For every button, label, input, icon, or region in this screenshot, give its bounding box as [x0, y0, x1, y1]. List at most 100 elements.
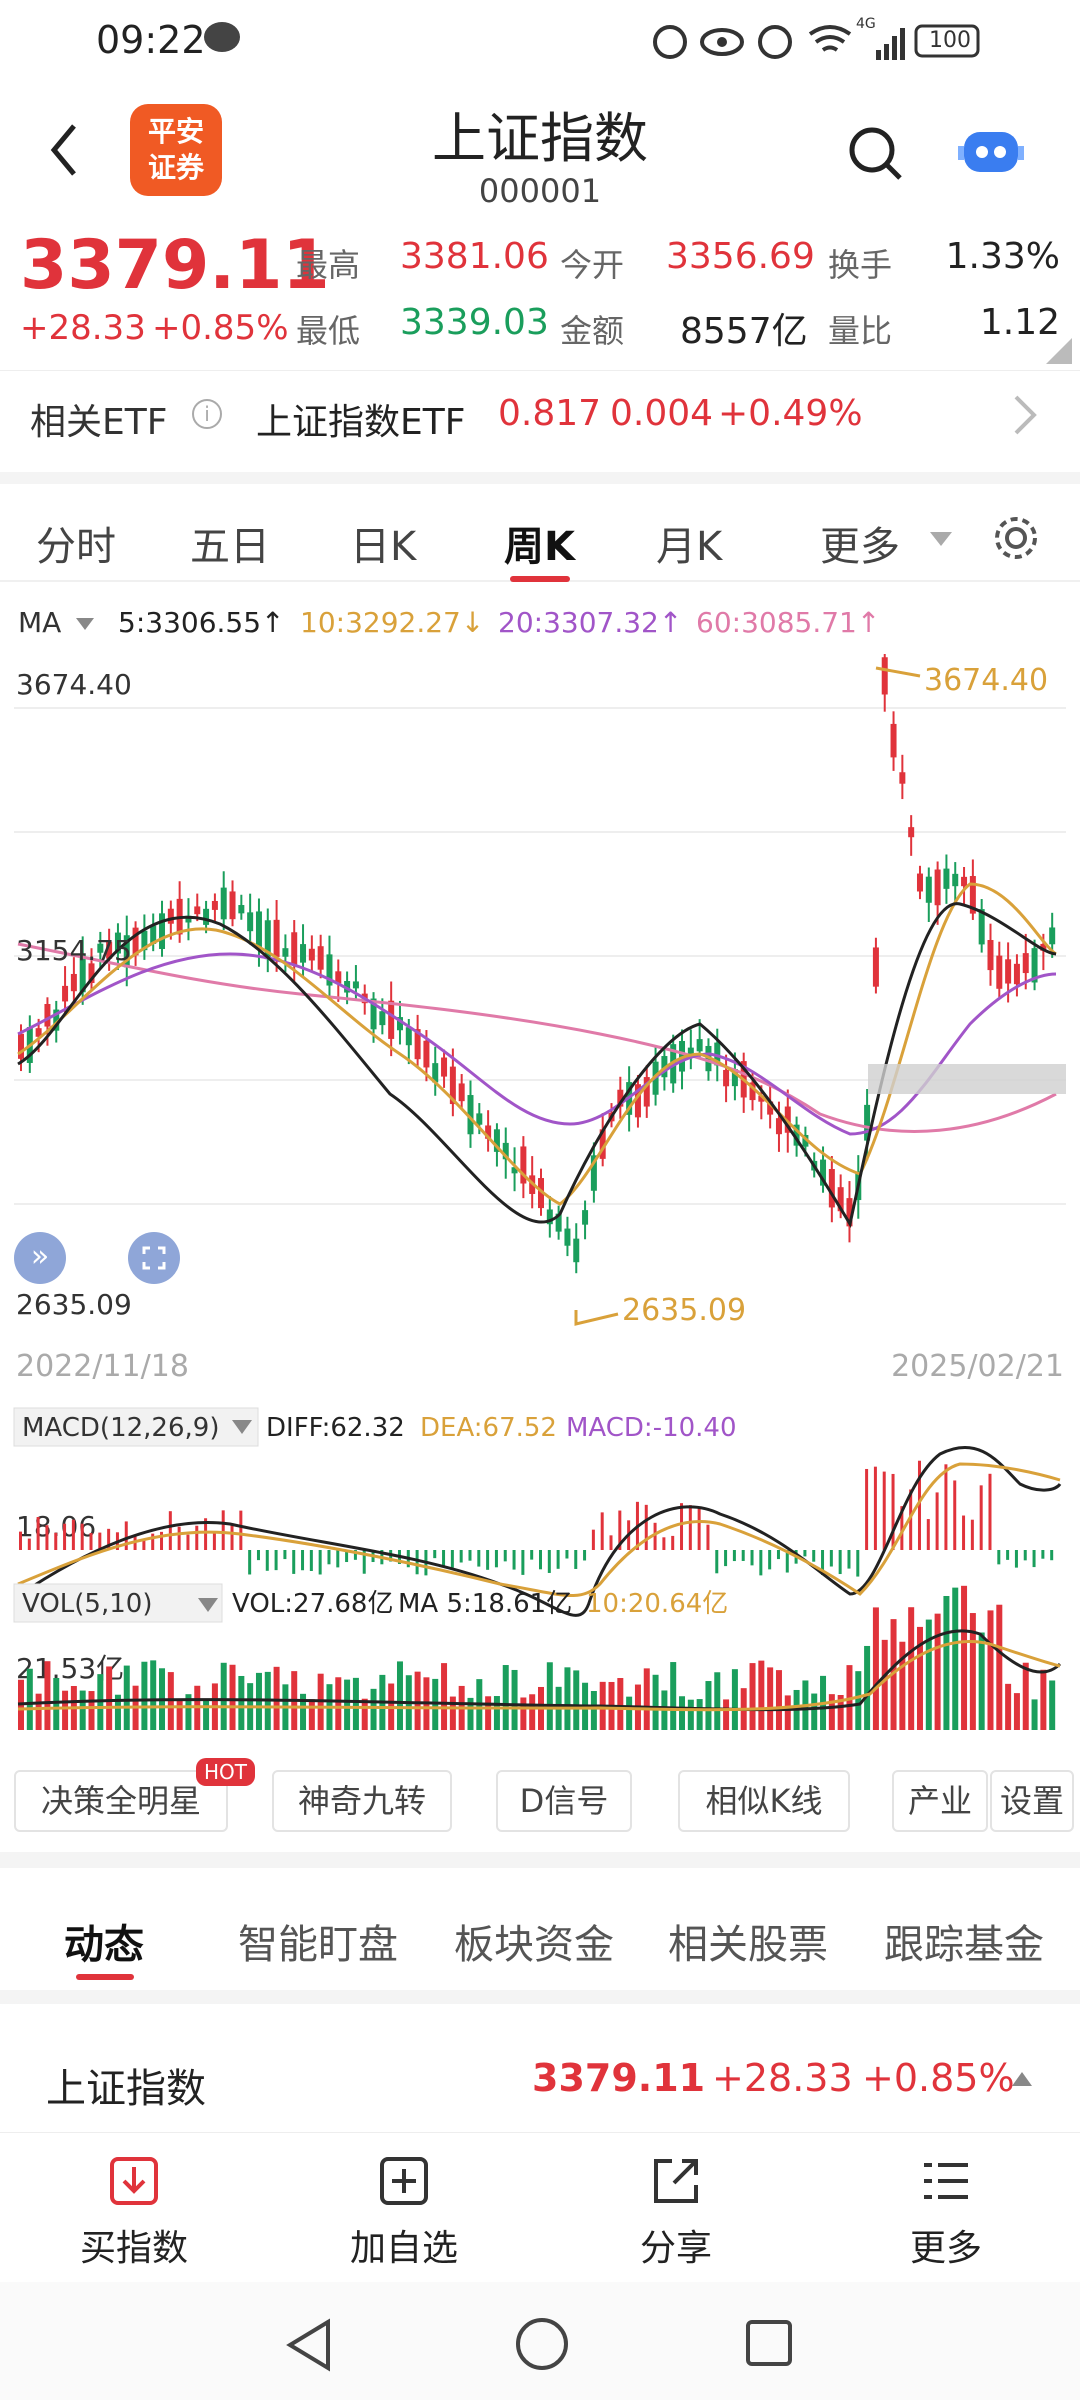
- macd-bar: [812, 1550, 816, 1562]
- news-tab-tracking-funds[interactable]: 跟踪基金: [884, 1922, 1044, 1968]
- macd-bar: [248, 1550, 252, 1575]
- macd-bar: [909, 1489, 913, 1550]
- volume-ratio-value: 1.12: [979, 302, 1060, 343]
- tab-monthly-k[interactable]: 月K: [656, 524, 723, 570]
- dropdown-icon[interactable]: [928, 530, 954, 550]
- volume-bar: [114, 1694, 121, 1730]
- macd-legend-box: [13, 1407, 259, 1447]
- volume-bar: [335, 1677, 342, 1730]
- candle-body: [405, 1027, 412, 1046]
- candle-body: [308, 948, 315, 961]
- tab-five-day[interactable]: 五日: [190, 524, 270, 570]
- tab-more[interactable]: 更多: [820, 524, 900, 570]
- candle-body: [723, 1069, 730, 1087]
- tool-d-signal[interactable]: D信号: [496, 1770, 632, 1832]
- candle-body: [687, 1047, 694, 1055]
- news-tab-related-stocks[interactable]: 相关股票: [668, 1922, 828, 1968]
- expand-chart-button[interactable]: »: [14, 1232, 66, 1284]
- ma-dropdown-icon[interactable]: [74, 616, 96, 632]
- macd-bar: [19, 1531, 22, 1550]
- robot-assistant-icon[interactable]: [958, 122, 1024, 182]
- fullscreen-button[interactable]: [128, 1232, 180, 1284]
- macd-bar: [45, 1525, 49, 1550]
- share-button[interactable]: 分享: [596, 2153, 756, 2271]
- candle-body: [793, 1124, 800, 1146]
- status-time: 09:22: [96, 18, 206, 62]
- kline-chart-area[interactable]: MA 5:3306.55↑ 10:3292.27↓ 20:3307.32↑ 60…: [0, 584, 1080, 1744]
- candle-body: [114, 932, 121, 954]
- volume-bar: [767, 1667, 774, 1730]
- macd-bar: [988, 1473, 992, 1550]
- amount-label: 金额: [560, 312, 625, 350]
- high-marker-label: 3674.40: [924, 663, 1048, 698]
- macd-bar: [204, 1518, 208, 1550]
- tool-decision-star[interactable]: 决策全明星: [14, 1770, 228, 1832]
- volume-bar: [141, 1661, 148, 1730]
- info-icon[interactable]: i: [192, 399, 222, 429]
- high-marker-line: [875, 666, 921, 678]
- volume-bar: [943, 1595, 950, 1730]
- tool-similar-k[interactable]: 相似K线: [678, 1770, 850, 1832]
- search-icon[interactable]: [846, 124, 906, 184]
- volume-bar: [449, 1696, 456, 1730]
- more-button[interactable]: 更多: [866, 2153, 1026, 2271]
- buy-index-label: 买指数: [79, 2228, 188, 2269]
- tab-weekly-k[interactable]: 周K: [504, 524, 575, 570]
- macd-bar: [415, 1550, 419, 1575]
- nav-back-icon[interactable]: [284, 2318, 334, 2372]
- macd-bar: [680, 1503, 684, 1550]
- macd-diff: DIFF:62.32: [266, 1413, 405, 1443]
- volume-bar: [35, 1693, 42, 1730]
- macd-bar: [124, 1521, 128, 1550]
- expand-corner-icon[interactable]: [1046, 338, 1072, 364]
- tool-industry[interactable]: 产业: [892, 1770, 988, 1832]
- candle-body: [573, 1238, 580, 1263]
- candle-body: [502, 1142, 509, 1160]
- macd-bar: [724, 1550, 728, 1567]
- candle-body: [141, 930, 148, 951]
- tab-intraday[interactable]: 分时: [36, 524, 116, 570]
- volume-bar: [837, 1695, 844, 1730]
- more-label: 更多: [909, 2228, 982, 2269]
- volume-bar: [564, 1667, 571, 1730]
- nav-home-icon[interactable]: [514, 2316, 570, 2372]
- back-icon[interactable]: [44, 120, 84, 180]
- macd-bar: [970, 1519, 974, 1550]
- add-watchlist-button[interactable]: 加自选: [324, 2153, 484, 2271]
- macd-bar: [309, 1550, 313, 1572]
- axis-mid-label: 3154.75: [16, 934, 132, 967]
- index-summary-bar[interactable]: 上证指数 3379.11 +28.33 +0.85%: [0, 1990, 1080, 2140]
- candle-body: [714, 1042, 721, 1066]
- volume-bar: [749, 1663, 756, 1730]
- candle-body: [203, 908, 210, 925]
- news-tab-dynamics[interactable]: 动态: [64, 1922, 144, 1968]
- macd-bar: [926, 1519, 930, 1550]
- vol-ma5: MA 5:18.61亿: [398, 1589, 572, 1619]
- nav-recents-icon[interactable]: [744, 2318, 794, 2368]
- news-tab-sector-funds[interactable]: 板块资金: [454, 1922, 614, 1968]
- volume-bar: [1040, 1669, 1047, 1730]
- related-etf-row[interactable]: 相关ETF i 上证指数ETF 0.817 0.004 +0.49%: [0, 370, 1080, 460]
- signal-icon: [876, 28, 905, 60]
- volume-bar: [344, 1679, 351, 1730]
- buy-index-button[interactable]: 买指数: [54, 2153, 214, 2271]
- volume-bar: [185, 1694, 192, 1730]
- macd-bar: [459, 1550, 463, 1563]
- macd-bar: [168, 1511, 172, 1550]
- tool-settings[interactable]: 设置: [990, 1770, 1074, 1832]
- macd-bar: [1050, 1550, 1054, 1561]
- volume-bar: [493, 1696, 500, 1730]
- macd-bar: [609, 1535, 613, 1550]
- news-tab-smart-watch[interactable]: 智能盯盘: [238, 1922, 398, 1968]
- volume-bar: [908, 1607, 915, 1730]
- settings-gear-icon[interactable]: [990, 512, 1042, 564]
- tool-magic-nine[interactable]: 神奇九转: [272, 1770, 452, 1832]
- macd-bar: [362, 1550, 366, 1574]
- candle-body: [590, 1155, 597, 1191]
- volume-bar: [952, 1587, 959, 1730]
- volume-bar: [643, 1668, 650, 1730]
- macd-bar: [697, 1507, 701, 1550]
- tab-daily-k[interactable]: 日K: [350, 524, 417, 570]
- price-change: +28.33: [20, 308, 146, 348]
- collapse-up-icon[interactable]: [1010, 2070, 1034, 2088]
